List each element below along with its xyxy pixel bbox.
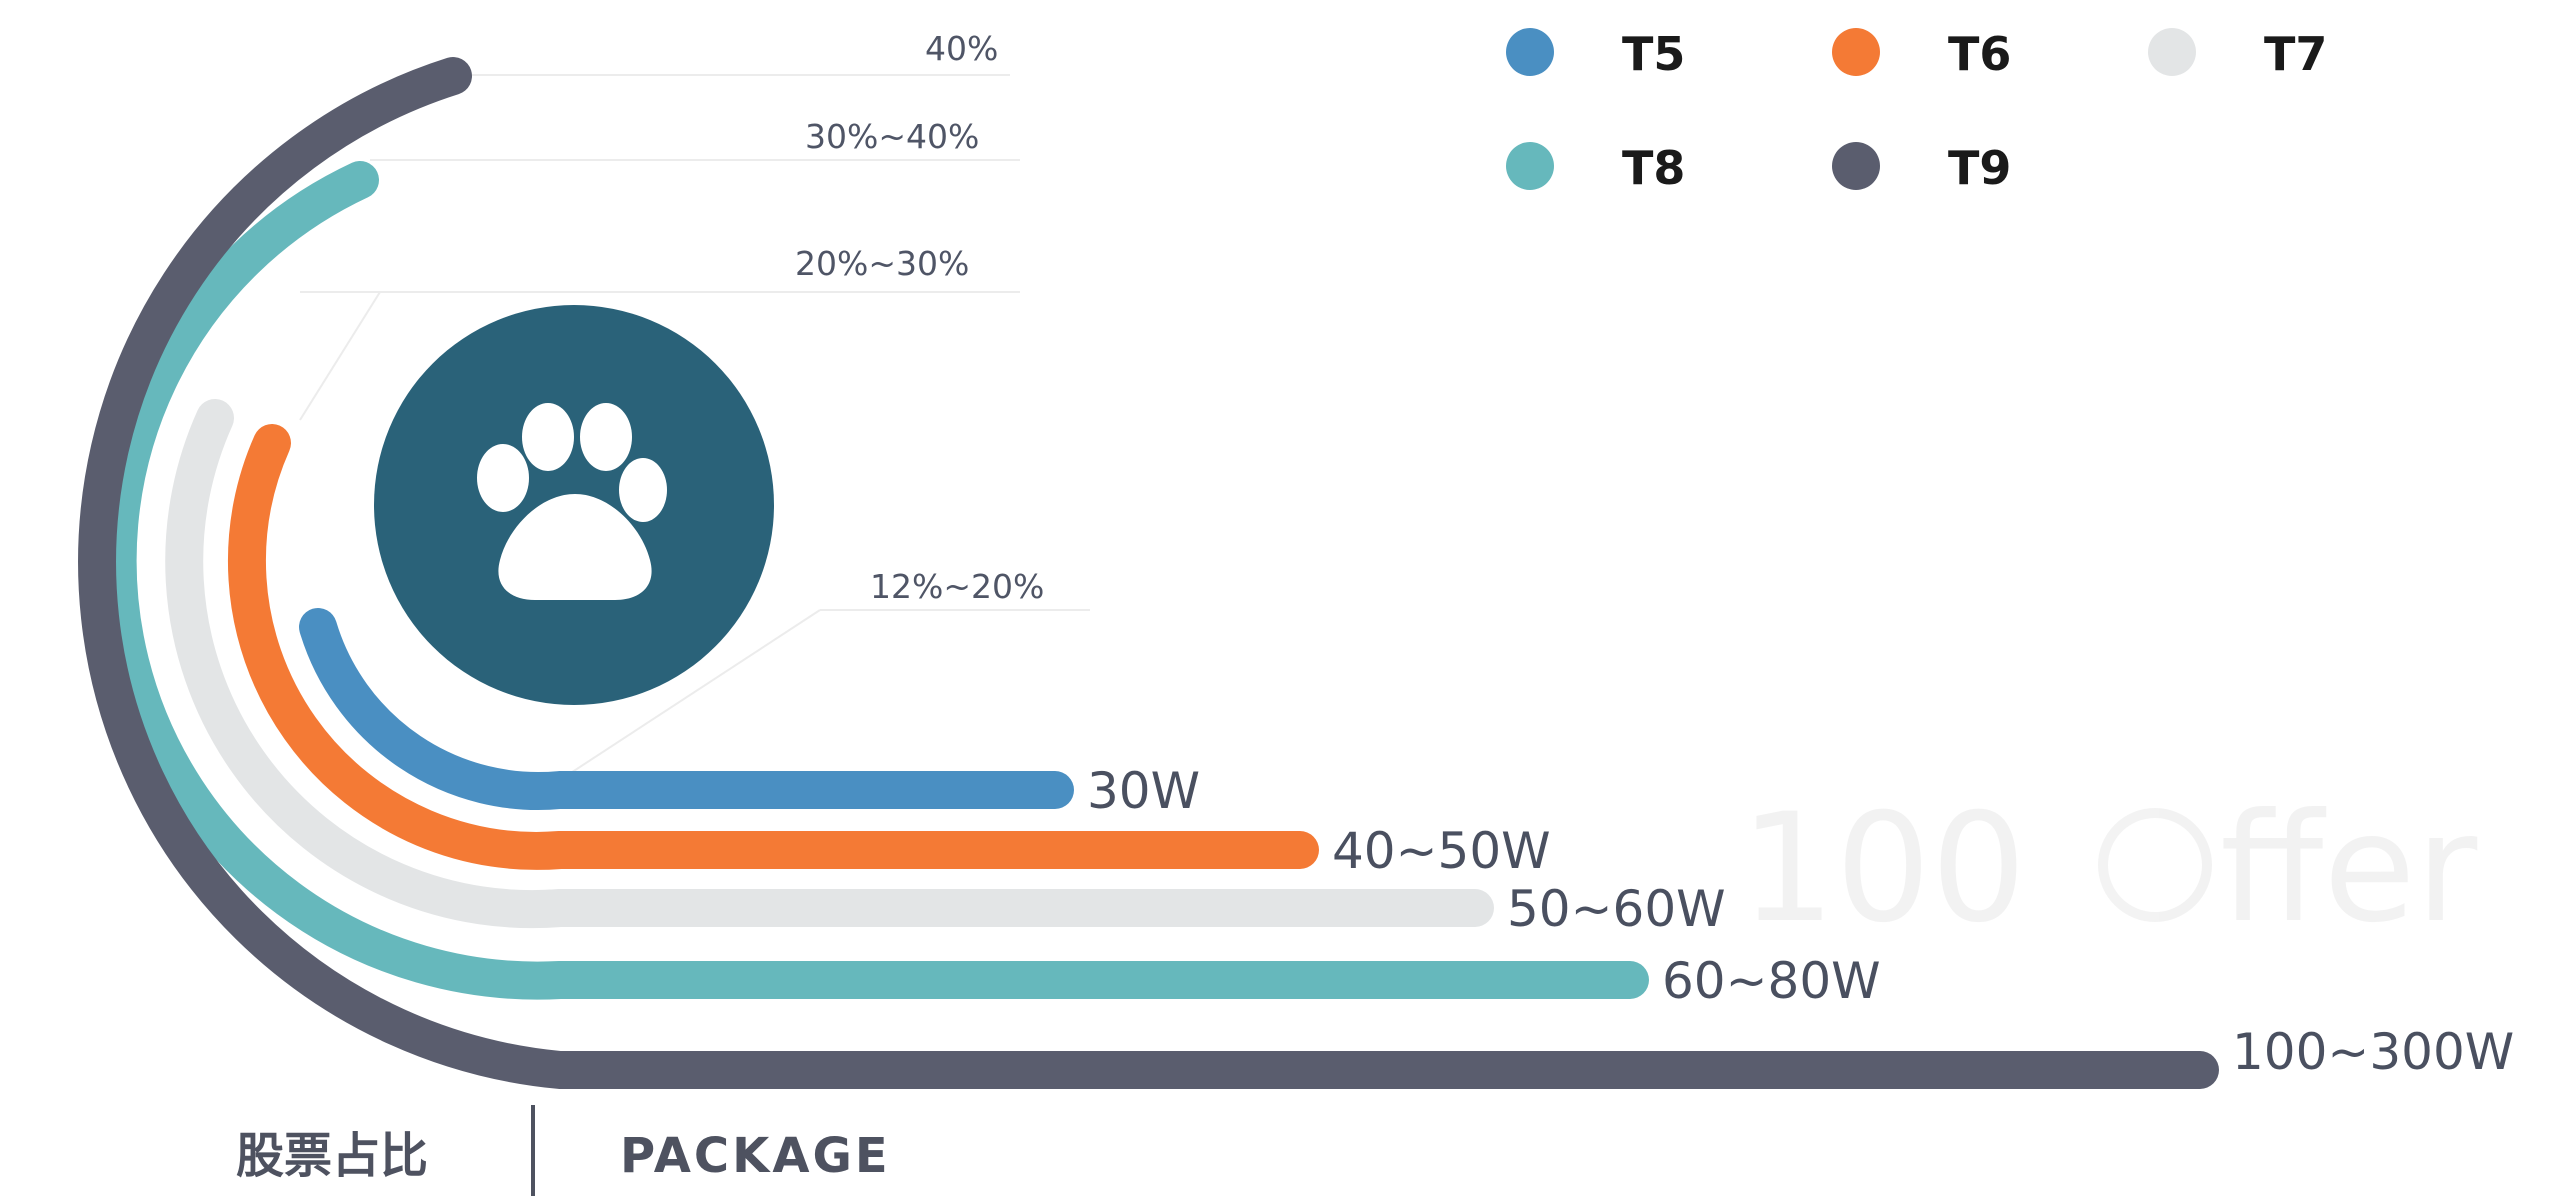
- arc-bar-t8: [98, 161, 1649, 1000]
- legend-swatch-t9: [1832, 142, 1880, 190]
- arc-bars: [78, 57, 2219, 1089]
- svg-text:100: 100: [1740, 782, 2026, 956]
- legend-label-t8: T8: [1622, 141, 1685, 195]
- stock-ratio-labels: 12%~20% 20%~30% 30%~40% 40%: [795, 29, 1044, 606]
- package-axis-label: PACKAGE: [620, 1128, 891, 1184]
- stock-ratio-label-t5: 12%~20%: [870, 567, 1044, 606]
- package-label-t8: 60~80W: [1662, 952, 1881, 1010]
- paw-icon: [374, 305, 774, 705]
- leader-lines: [299, 74, 1090, 781]
- axis-divider: [531, 1105, 535, 1196]
- legend-label-t5: T5: [1622, 27, 1685, 81]
- package-label-t7: 50~60W: [1507, 880, 1726, 938]
- watermark: 100 ffer: [1740, 782, 2478, 956]
- package-label-t5: 30W: [1087, 762, 1200, 820]
- axis-labels: 股票占比 PACKAGE: [236, 1105, 891, 1196]
- legend-label-t7: T7: [2264, 27, 2327, 81]
- stock-ratio-label-t9: 40%: [925, 29, 998, 68]
- svg-text:ffer: ffer: [2220, 782, 2478, 956]
- legend: T5 T6 T7 T8 T9: [1506, 27, 2327, 195]
- legend-label-t6: T6: [1948, 27, 2011, 81]
- arc-bar-t9: [78, 57, 2219, 1089]
- legend-swatch-t8: [1506, 142, 1554, 190]
- stock-ratio-label-t8: 30%~40%: [805, 117, 979, 156]
- arc-bar-t7: [165, 399, 1494, 929]
- stock-ratio-label-t6: 20%~30%: [795, 244, 969, 283]
- stock-ratio-axis-label: 股票占比: [236, 1128, 428, 1184]
- package-label-t9: 100~300W: [2232, 1023, 2514, 1081]
- legend-label-t9: T9: [1948, 141, 2011, 195]
- package-label-t6: 40~50W: [1332, 822, 1551, 880]
- arc-bar-t6: [227, 424, 1319, 870]
- arc-bar-t5: [299, 608, 1074, 811]
- legend-swatch-t5: [1506, 28, 1554, 76]
- legend-swatch-t7: [2148, 28, 2196, 76]
- legend-swatch-t6: [1832, 28, 1880, 76]
